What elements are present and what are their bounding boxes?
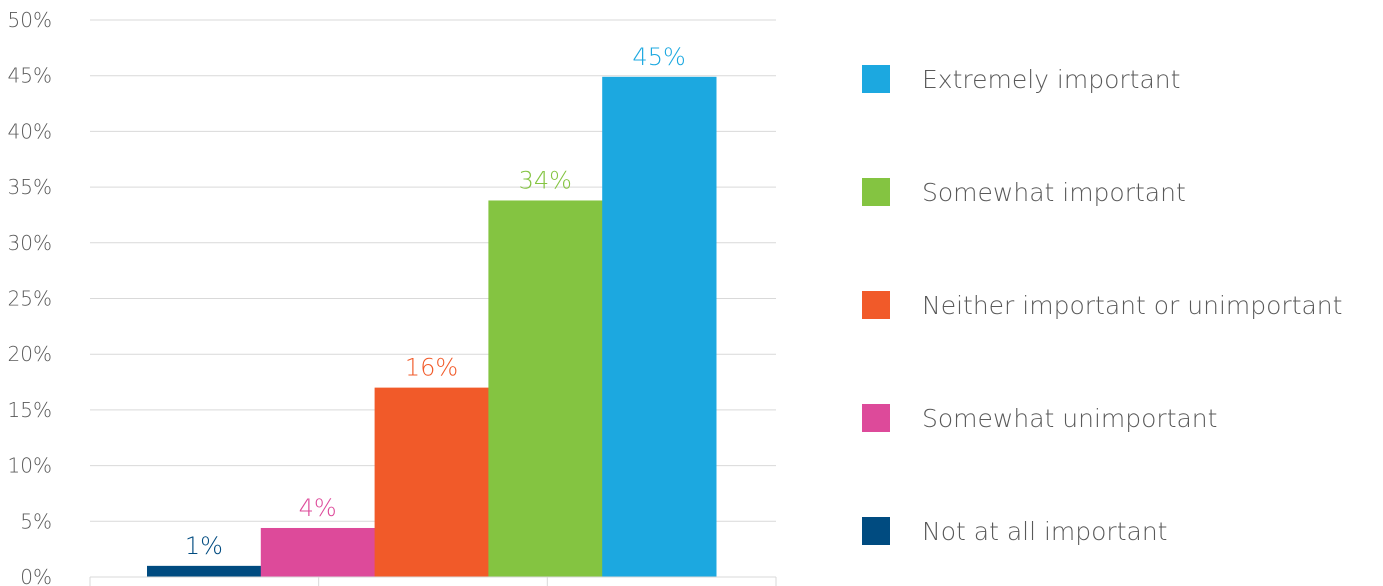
y-tick-label: 25% (8, 287, 52, 311)
legend-label: Extremely important (922, 65, 1180, 94)
bar (260, 527, 376, 577)
legend-label: Neither important or unimportant (922, 291, 1342, 320)
y-tick-label: 35% (8, 175, 52, 199)
y-tick-label: 0% (20, 565, 52, 586)
data-label: 1% (185, 532, 223, 560)
data-labels: 1% 4% 16% 34% 45% (185, 43, 686, 560)
legend-swatch (862, 404, 890, 432)
y-tick-label: 20% (8, 342, 52, 366)
legend-swatch (862, 178, 890, 206)
data-label: 45% (632, 43, 685, 71)
bar (602, 76, 717, 578)
legend: Extremely important Somewhat important Nei… (862, 65, 1342, 546)
y-tick-label: 15% (8, 398, 52, 422)
data-label: 34% (519, 166, 572, 194)
bar (147, 565, 262, 577)
y-tick-label: 50% (8, 8, 52, 32)
legend-swatch (862, 291, 890, 319)
y-tick-label: 30% (8, 231, 52, 255)
legend-label: Not at all important (922, 517, 1167, 546)
legend-swatch (862, 65, 890, 93)
y-tick-label: 40% (8, 119, 52, 143)
y-tick-label: 5% (20, 509, 52, 533)
data-label: 4% (299, 494, 337, 522)
bar (488, 200, 603, 577)
x-axis (89, 576, 777, 586)
bar (374, 387, 489, 577)
legend-label: Somewhat unimportant (922, 404, 1217, 433)
bars (147, 76, 717, 578)
y-axis-tick-labels: 0% 5% 10% 15% 20% 25% 30% 35% 40% 45% 50% (8, 8, 52, 586)
legend-label: Somewhat important (922, 178, 1186, 207)
legend-swatch (862, 517, 890, 545)
data-label: 16% (405, 354, 458, 382)
gridlines (90, 19, 776, 522)
y-tick-label: 10% (8, 454, 52, 478)
y-tick-label: 45% (8, 64, 52, 88)
